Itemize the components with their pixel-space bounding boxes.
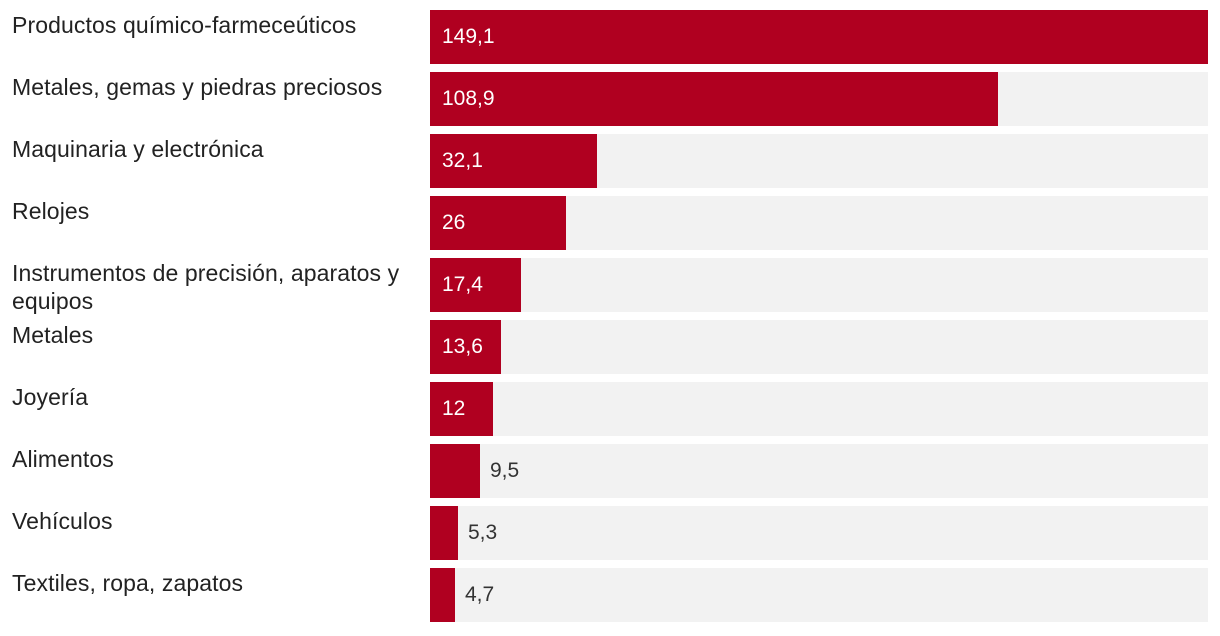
bar-track: 149,1: [430, 10, 1208, 64]
bar-track: 17,4: [430, 258, 1208, 312]
category-label: Alimentos: [12, 446, 114, 472]
bar-track: 4,7: [430, 568, 1208, 622]
category-label: Instrumentos de precisión, aparatos y eq…: [12, 260, 400, 314]
bar-row: Metales 13,6: [0, 320, 1220, 374]
bar: [430, 568, 455, 622]
bar-row: Joyería 12: [0, 382, 1220, 436]
value-label: 13,6: [442, 335, 483, 358]
bar: [430, 10, 1208, 64]
value-label: 12: [442, 397, 466, 420]
value-label: 4,7: [465, 583, 495, 606]
category-label: Metales: [12, 322, 94, 348]
bar-row: Vehículos 5,3: [0, 506, 1220, 560]
value-label: 26: [442, 211, 466, 234]
bar: [430, 320, 501, 374]
bar-track: 32,1: [430, 134, 1208, 188]
bar: [430, 196, 566, 250]
category-label: Vehículos: [12, 508, 113, 534]
value-label: 5,3: [468, 521, 498, 544]
bar: [430, 382, 493, 436]
bar: [430, 444, 480, 498]
bar-row: Relojes 26: [0, 196, 1220, 250]
category-label: Maquinaria y electrónica: [12, 136, 264, 162]
bar-track: 9,5: [430, 444, 1208, 498]
bar: [430, 258, 521, 312]
bar: [430, 72, 998, 126]
bar-track: 26: [430, 196, 1208, 250]
value-label: 149,1: [442, 25, 495, 48]
bar-row: Productos químico-farmeceúticos 149,1: [0, 10, 1220, 64]
bar-track: 5,3: [430, 506, 1208, 560]
bar: [430, 506, 458, 560]
bar-track: 108,9: [430, 72, 1208, 126]
category-label: Textiles, ropa, zapatos: [12, 570, 244, 596]
value-label: 17,4: [442, 273, 483, 296]
category-label: Joyería: [12, 384, 89, 410]
value-label: 108,9: [442, 87, 495, 110]
bar-row: Instrumentos de precisión, aparatos y eq…: [0, 258, 1220, 314]
bar: [430, 134, 597, 188]
bar-row: Alimentos 9,5: [0, 444, 1220, 498]
value-label: 9,5: [490, 459, 520, 482]
bar-row: Maquinaria y electrónica 32,1: [0, 134, 1220, 188]
value-label: 32,1: [442, 149, 483, 172]
bar-row: Metales, gemas y piedras preciosos 108,9: [0, 72, 1220, 126]
bar-track: 12: [430, 382, 1208, 436]
bar-track: 13,6: [430, 320, 1208, 374]
category-label: Metales, gemas y piedras preciosos: [12, 74, 383, 100]
category-label: Relojes: [12, 198, 90, 224]
bar-row: Textiles, ropa, zapatos 4,7: [0, 568, 1220, 622]
category-label: Productos químico-farmeceúticos: [12, 12, 357, 38]
